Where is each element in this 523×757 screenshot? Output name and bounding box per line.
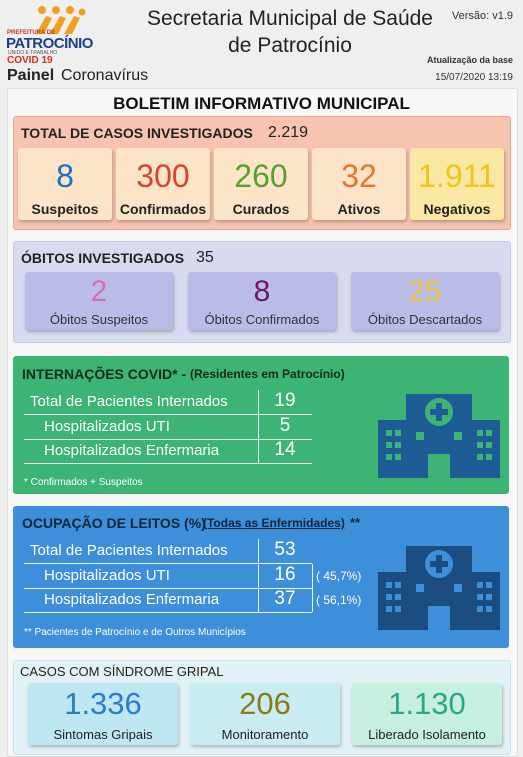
row-label: Hospitalizados UTI [44, 566, 170, 584]
row-value: 16 [274, 563, 296, 585]
stat-label: Óbitos Confirmados [204, 312, 320, 327]
stat-card: 8 Suspeitos [18, 148, 112, 220]
row-value: 5 [279, 414, 291, 436]
table-cell-border [258, 390, 259, 414]
row-label: Hospitalizados Enfermaria [44, 591, 220, 608]
stat-card: 1.130 Liberado Isolamento [352, 683, 502, 745]
logo-motto: UNIDO E TRABALHO [8, 50, 58, 56]
row-label: Hospitalizados Enfermaria [44, 442, 220, 459]
row-percent: ( 56,1%) [316, 593, 362, 607]
section-title: INTERNAÇÕES COVID* - [22, 366, 187, 382]
stat-value: 1.336 [64, 686, 142, 721]
logo-covid: COVID 19 [7, 55, 53, 66]
section-subtitle: (Residentes em Patrocínio) [190, 367, 345, 381]
stat-value: 8 [56, 158, 74, 194]
version: Versão: v1.9 [451, 10, 513, 22]
stat-value: 1.911 [418, 158, 496, 194]
stat-card: 32 Ativos [312, 148, 406, 220]
section-total: 35 [196, 249, 214, 266]
table-cell-border [258, 439, 259, 463]
hospital-icon [378, 394, 500, 478]
logo-top: PREFEITURA DE [7, 30, 56, 36]
table-row-line [24, 539, 312, 564]
row-value: 37 [274, 588, 296, 609]
table-row-line [24, 588, 312, 613]
stat-value: 25 [408, 275, 442, 308]
table-row-line [24, 564, 312, 589]
hospital-icon [378, 546, 500, 630]
table-row-line [24, 439, 312, 464]
table-cell-border [312, 588, 313, 612]
stat-label: Monitoramento [221, 727, 309, 742]
update-label: Atualização da base [426, 55, 513, 65]
stat-label: Óbitos Suspeitos [49, 312, 149, 327]
stat-card: 206 Monitoramento [190, 683, 340, 745]
row-label: Hospitalizados UTI [44, 417, 170, 435]
page-title: Secretaria Municipal de Saúde [146, 7, 433, 30]
stat-value: 32 [341, 158, 377, 194]
stat-value: 1.130 [388, 686, 466, 721]
section-title: OCUPAÇÃO DE LEITOS (%) [22, 515, 206, 531]
section-suffix: ** [350, 515, 361, 530]
logo-figures [36, 6, 86, 34]
section-title: TOTAL DE CASOS INVESTIGADOS [21, 125, 253, 141]
row-percent: ( 45,7%) [316, 568, 362, 583]
stat-label: Suspeitos [31, 201, 99, 217]
table-row-line [24, 390, 312, 415]
section-note: * Confirmados + Suspeitos [24, 477, 143, 488]
row-label: Total de Pacientes Internados [30, 542, 228, 559]
stat-card: 300 Confirmados [116, 148, 210, 220]
stat-label: Ativos [337, 201, 381, 217]
stat-card: 1.911 Negativos [410, 148, 504, 220]
stat-card: 2 Óbitos Suspeitos [25, 272, 173, 330]
stat-label: Negativos [423, 201, 491, 217]
table-cell-border [258, 539, 259, 563]
stat-value: 206 [239, 686, 291, 721]
stat-card: 1.336 Sintomas Gripais [28, 683, 178, 745]
stat-label: Curados [232, 201, 290, 217]
table-cell-border [258, 563, 259, 588]
section-link: (Todas as Enfermidades) [203, 516, 345, 530]
stat-card: 260 Curados [214, 148, 308, 220]
bulletin-title: BOLETIM INFORMATIVO MUNICIPAL [113, 94, 410, 113]
stat-label: Confirmados [119, 201, 207, 217]
stat-label: Sintomas Gripais [53, 727, 153, 742]
row-value: 53 [274, 539, 296, 560]
row-value: 14 [274, 439, 296, 460]
logo-name: PATROCÍNIO [6, 35, 93, 52]
table-cell-border [258, 414, 259, 439]
table-row-line [24, 415, 312, 440]
section-total: 2.219 [268, 124, 309, 141]
page-title: de Patrocínio [228, 34, 352, 57]
stat-card: 25 Óbitos Descartados [351, 272, 499, 330]
table-cell-border [258, 588, 259, 612]
section-title: ÓBITOS INVESTIGADOS [21, 250, 185, 266]
section-note: ** Pacientes de Patrocínio e de Outros M… [24, 627, 246, 638]
stat-value: 300 [136, 158, 190, 194]
stat-label: Liberado Isolamento [368, 727, 486, 742]
panel-sub: Coronavírus [61, 67, 149, 84]
row-value: 19 [274, 390, 296, 411]
row-label: Total de Pacientes Internados [30, 393, 228, 410]
section-title: CASOS COM SÍNDROME GRIPAL [20, 664, 224, 679]
stat-value: 2 [90, 275, 108, 308]
stat-card: 8 Óbitos Confirmados [188, 272, 336, 330]
panel-label: Painel [7, 67, 55, 84]
update-date: 15/07/2020 13:19 [435, 72, 513, 83]
stat-value: 260 [234, 158, 288, 194]
stat-value: 8 [253, 275, 271, 308]
table-cell-border [312, 563, 313, 588]
stat-label: Óbitos Descartados [367, 312, 483, 327]
